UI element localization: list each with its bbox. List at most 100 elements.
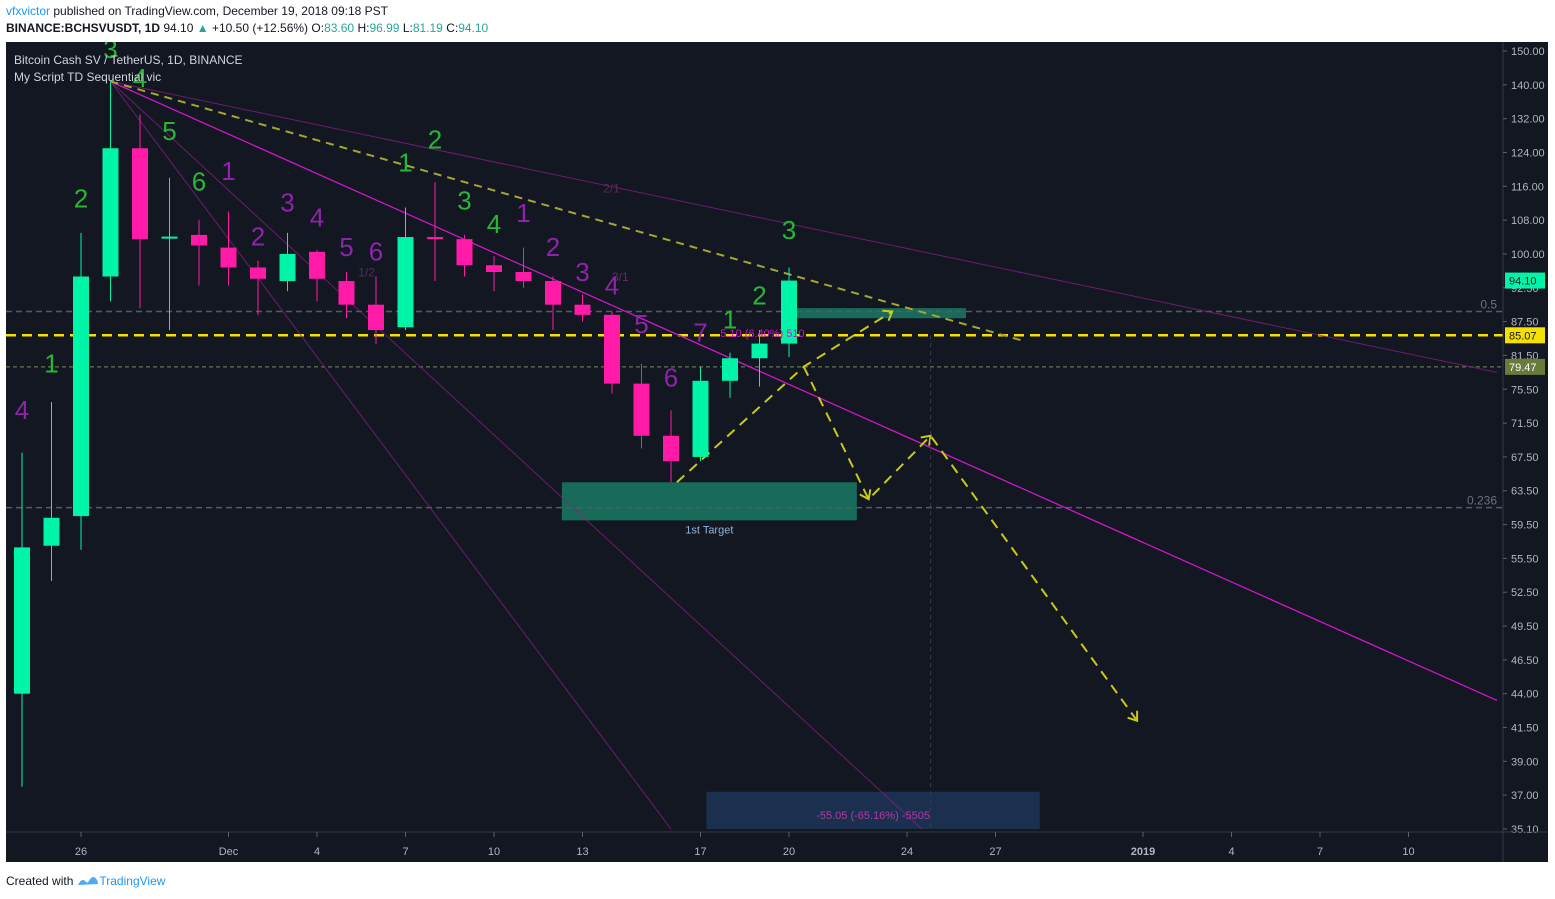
footer: Created with TradingView bbox=[6, 874, 165, 888]
indicator-title: My Script TD Sequential vic bbox=[14, 70, 162, 84]
author-link[interactable]: vfxvictor bbox=[6, 4, 51, 18]
price-tick-label-15: 55.50 bbox=[1511, 553, 1539, 565]
td-count-label-1: 1 bbox=[44, 348, 58, 378]
tradingview-brand: TradingView bbox=[99, 874, 166, 888]
time-tick-label-4: 10 bbox=[488, 846, 500, 858]
trendline-2 bbox=[110, 81, 672, 830]
trendline-4 bbox=[110, 80, 1026, 343]
td-count-label-14: 2 bbox=[428, 124, 442, 154]
candle-body-0 bbox=[14, 547, 30, 694]
time-tick-label-2: 4 bbox=[314, 846, 320, 858]
candle-body-5 bbox=[161, 236, 178, 239]
zone-label-0: 1st Target bbox=[685, 524, 733, 536]
candle-body-24 bbox=[722, 358, 738, 381]
candle-body-19 bbox=[574, 304, 591, 315]
price-tick-label-4: 116.00 bbox=[1511, 181, 1544, 193]
price-tick-label-12: 67.50 bbox=[1511, 452, 1539, 464]
price-tick-label-5: 108.00 bbox=[1511, 215, 1545, 227]
projection-path-down bbox=[802, 366, 1138, 722]
candle-body-7 bbox=[220, 247, 237, 268]
arrowhead-up bbox=[882, 309, 894, 322]
green-line-tag: 79.47 bbox=[1509, 362, 1537, 374]
time-tick-label-6: 17 bbox=[694, 846, 706, 858]
open-value: 83.60 bbox=[324, 21, 355, 35]
price-tick-label-17: 49.50 bbox=[1511, 621, 1539, 633]
td-count-label-21: 5 bbox=[634, 309, 648, 339]
time-tick-label-10: 2019 bbox=[1131, 846, 1155, 858]
price-tick-label-20: 41.50 bbox=[1511, 723, 1539, 735]
time-tick-label-11: 4 bbox=[1228, 846, 1234, 858]
high-value: 96.99 bbox=[369, 21, 400, 35]
candle-body-10 bbox=[309, 251, 325, 279]
last-price: 94.10 bbox=[163, 21, 194, 35]
close-value: 94.10 bbox=[458, 21, 489, 35]
td-count-label-11: 5 bbox=[339, 232, 353, 262]
td-count-label-25: 2 bbox=[752, 281, 766, 311]
td-count-label-2: 2 bbox=[74, 183, 88, 213]
fib-label-1: 0.236 bbox=[1467, 494, 1497, 508]
chart-header: vfxvictor published on TradingView.com, … bbox=[6, 3, 488, 37]
price-tick-label-19: 44.00 bbox=[1511, 689, 1539, 701]
price-tick-label-16: 52.50 bbox=[1511, 587, 1539, 599]
price-tick-label-2: 132.00 bbox=[1511, 114, 1545, 126]
projection-path-up bbox=[676, 310, 893, 484]
td-count-label-12: 6 bbox=[369, 237, 383, 267]
low-value: 81.19 bbox=[412, 21, 443, 35]
td-count-label-18: 2 bbox=[546, 232, 560, 262]
candle-body-8 bbox=[250, 267, 266, 279]
time-tick-label-5: 13 bbox=[576, 846, 588, 858]
td-count-label-17: 1 bbox=[516, 198, 530, 228]
time-tick-label-0: 26 bbox=[75, 846, 87, 858]
current-price-tag-bg bbox=[1505, 272, 1545, 289]
zone-box-1 bbox=[789, 308, 966, 319]
change-value: +10.50 (+12.56%) bbox=[211, 21, 309, 35]
time-tick-label-1: Dec bbox=[219, 846, 239, 858]
arrowhead-down-2 bbox=[1127, 710, 1139, 723]
trendline-3 bbox=[110, 81, 923, 830]
trendline-1 bbox=[110, 80, 1498, 373]
trendline-0 bbox=[110, 80, 1498, 702]
td-count-label-15: 3 bbox=[457, 186, 471, 216]
candle-body-3 bbox=[102, 148, 119, 277]
td-count-label-16: 4 bbox=[487, 209, 501, 239]
td-count-label-5: 5 bbox=[162, 116, 176, 146]
close-label: C: bbox=[446, 21, 459, 35]
candle-body-9 bbox=[279, 253, 296, 282]
candle-body-21 bbox=[633, 383, 650, 436]
price-tick-label-21: 39.00 bbox=[1511, 756, 1539, 768]
time-tick-label-8: 24 bbox=[901, 846, 913, 858]
price-tick-label-10: 75.50 bbox=[1511, 384, 1539, 396]
low-label: L: bbox=[402, 21, 413, 35]
ohlc-line: BINANCE:BCHSVUSDT, 1D 94.10 ▲ +10.50 (+1… bbox=[6, 20, 488, 37]
candle-body-20 bbox=[604, 314, 620, 384]
td-count-label-19: 3 bbox=[575, 257, 589, 287]
green-line-tag-bg bbox=[1505, 358, 1545, 375]
tradingview-link[interactable]: TradingView bbox=[77, 874, 165, 888]
price-tick-label-14: 59.50 bbox=[1511, 520, 1539, 532]
candle-body-1 bbox=[43, 517, 60, 546]
td-count-label-22: 6 bbox=[664, 362, 678, 392]
candle-body-25 bbox=[751, 343, 768, 359]
candle-body-23 bbox=[692, 380, 709, 457]
yellow-line-tag-bg bbox=[1505, 327, 1545, 344]
plot-layer bbox=[6, 80, 1503, 832]
td-count-label-0: 4 bbox=[15, 395, 29, 425]
time-tick-label-13: 10 bbox=[1402, 846, 1414, 858]
price-tick-label-8: 87.50 bbox=[1511, 317, 1539, 329]
published-text: published on TradingView.com, December 1… bbox=[53, 4, 389, 18]
chart-area[interactable]: 2/1 1/2 3/1 4 1 2 3 4 5 6 1 2 3 4 5 6 1 2 3 4 1 2 3 4 5 6 7 1 2 3 1st … bbox=[6, 42, 1548, 862]
tradingview-logo-icon bbox=[78, 877, 99, 885]
arrowhead-down-1 bbox=[859, 489, 872, 501]
td-count-label-8: 2 bbox=[251, 222, 265, 252]
td-count-label-10: 4 bbox=[310, 202, 324, 232]
td-count-label-20: 4 bbox=[605, 271, 619, 301]
price-tick-label-18: 46.50 bbox=[1511, 655, 1539, 667]
up-arrow-icon: ▲ bbox=[196, 21, 209, 35]
td-count-label-26: 3 bbox=[782, 215, 796, 245]
td-count-label-6: 6 bbox=[192, 167, 206, 197]
created-with-text: Created with bbox=[6, 874, 74, 888]
series-title: Bitcoin Cash SV / TetherUS, 1D, BINANCE bbox=[14, 53, 243, 67]
candle-body-6 bbox=[191, 234, 207, 246]
zone-label-2: -55.05 (-65.16%) -5505 bbox=[816, 810, 930, 822]
